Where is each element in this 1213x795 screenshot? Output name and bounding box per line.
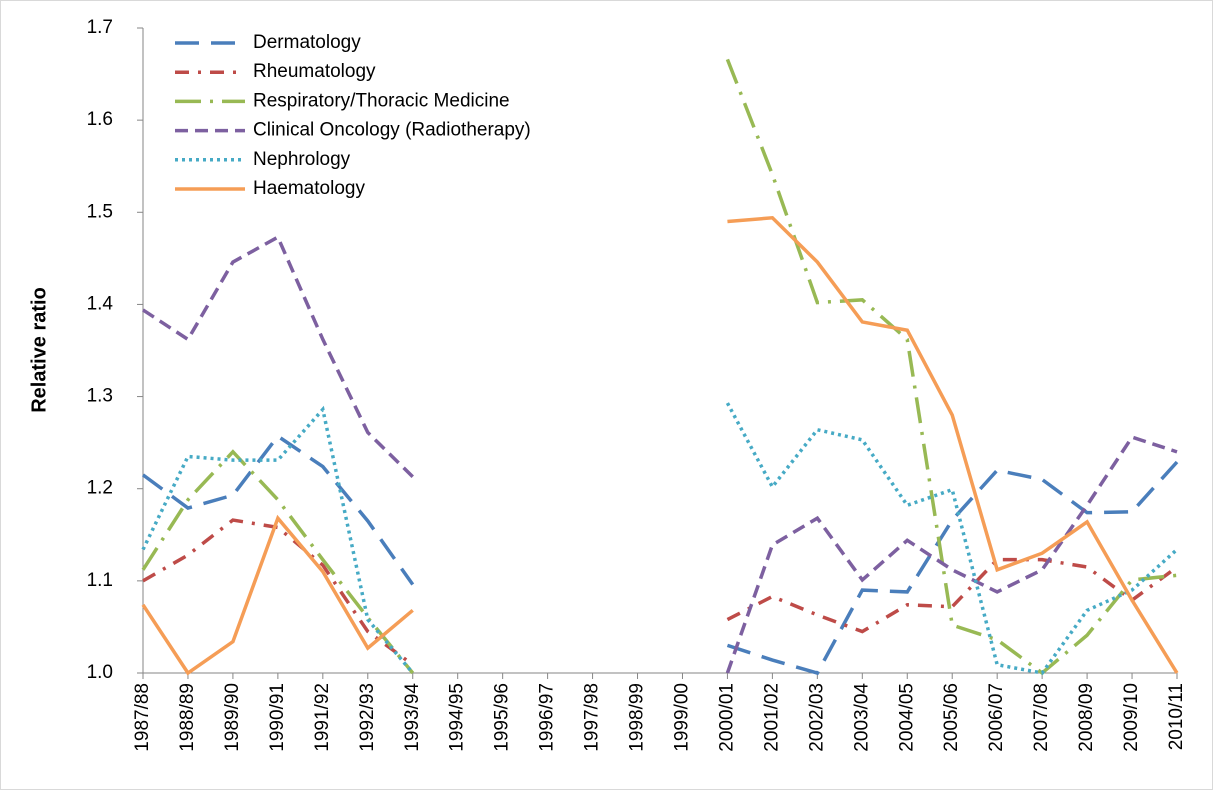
x-tick-label: 2001/02	[761, 683, 782, 752]
y-tick-label: 1.6	[87, 109, 113, 130]
legend-label: Respiratory/Thoracic Medicine	[253, 90, 510, 111]
x-tick-label: 1992/93	[357, 683, 378, 752]
x-tick-label: 2009/10	[1121, 683, 1142, 752]
legend-label: Dermatology	[253, 32, 361, 53]
x-tick-label: 2003/04	[851, 683, 872, 752]
y-tick-label: 1.0	[87, 662, 113, 683]
x-tick-label: 1993/94	[402, 683, 423, 752]
x-tick-label: 1997/98	[582, 683, 603, 752]
legend-label: Rheumatology	[253, 61, 376, 82]
y-tick-label: 1.2	[87, 478, 113, 499]
y-tick-label: 1.5	[87, 201, 113, 222]
x-tick-label: 1999/00	[671, 683, 692, 752]
x-tick-label: 2010/11	[1166, 683, 1187, 750]
series-line	[142, 518, 1179, 667]
x-tick-label: 2007/08	[1031, 683, 1052, 752]
legend-label: Clinical Oncology (Radiotherapy)	[253, 120, 531, 141]
x-tick-label: 1996/97	[537, 683, 558, 752]
x-tick-label: 2005/06	[941, 683, 962, 752]
y-tick-label: 1.3	[87, 386, 113, 407]
legend-label: Nephrology	[253, 149, 351, 170]
x-tick-label: 1990/91	[267, 683, 288, 752]
legend-label: Haematology	[253, 178, 365, 199]
y-tick-label: 1.4	[87, 293, 114, 314]
series-line	[141, 58, 1178, 676]
series-line	[141, 216, 1179, 676]
x-tick-label: 1989/90	[222, 683, 243, 752]
x-tick-label: 1994/95	[447, 683, 468, 752]
x-tick-label: 2000/01	[716, 683, 737, 752]
x-tick-label: 2008/09	[1076, 683, 1097, 752]
x-tick-label: 1998/99	[627, 683, 648, 752]
series-line	[141, 433, 1179, 676]
x-tick-label: 1988/89	[177, 683, 198, 752]
y-tick-label: 1.7	[87, 17, 113, 38]
x-tick-label: 2006/07	[986, 683, 1007, 752]
x-tick-label: 1987/88	[132, 683, 153, 752]
x-tick-label: 2002/03	[806, 683, 827, 752]
y-tick-label: 1.1	[87, 570, 113, 591]
y-axis-title: Relative ratio	[28, 287, 50, 413]
x-tick-label: 1995/96	[492, 683, 513, 752]
series-line	[142, 234, 1178, 674]
x-tick-label: 1991/92	[312, 683, 333, 752]
series-line	[141, 402, 1179, 675]
x-tick-label: 2004/05	[896, 683, 917, 752]
